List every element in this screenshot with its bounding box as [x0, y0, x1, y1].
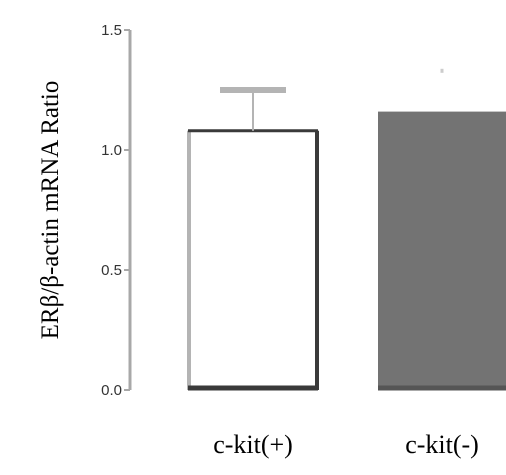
bar-2 — [378, 111, 506, 390]
y-tick-label: 1.0 — [101, 142, 122, 159]
bars — [187, 68, 506, 391]
category-label: c-kit(-) — [405, 430, 479, 459]
category-label: c-kit(+) — [213, 430, 293, 459]
category-labels: c-kit(+) c-kit(-) — [213, 430, 479, 459]
y-tick-label: 1.5 — [101, 22, 122, 39]
y-axis-title: ERβ/β-actin mRNA Ratio — [37, 81, 64, 340]
bar-1 — [188, 130, 318, 391]
y-tick-label: 0.5 — [101, 262, 122, 279]
y-tick-label: 0.0 — [101, 382, 122, 399]
y-axis: 0.0 0.5 1.0 1.5 — [101, 22, 132, 399]
